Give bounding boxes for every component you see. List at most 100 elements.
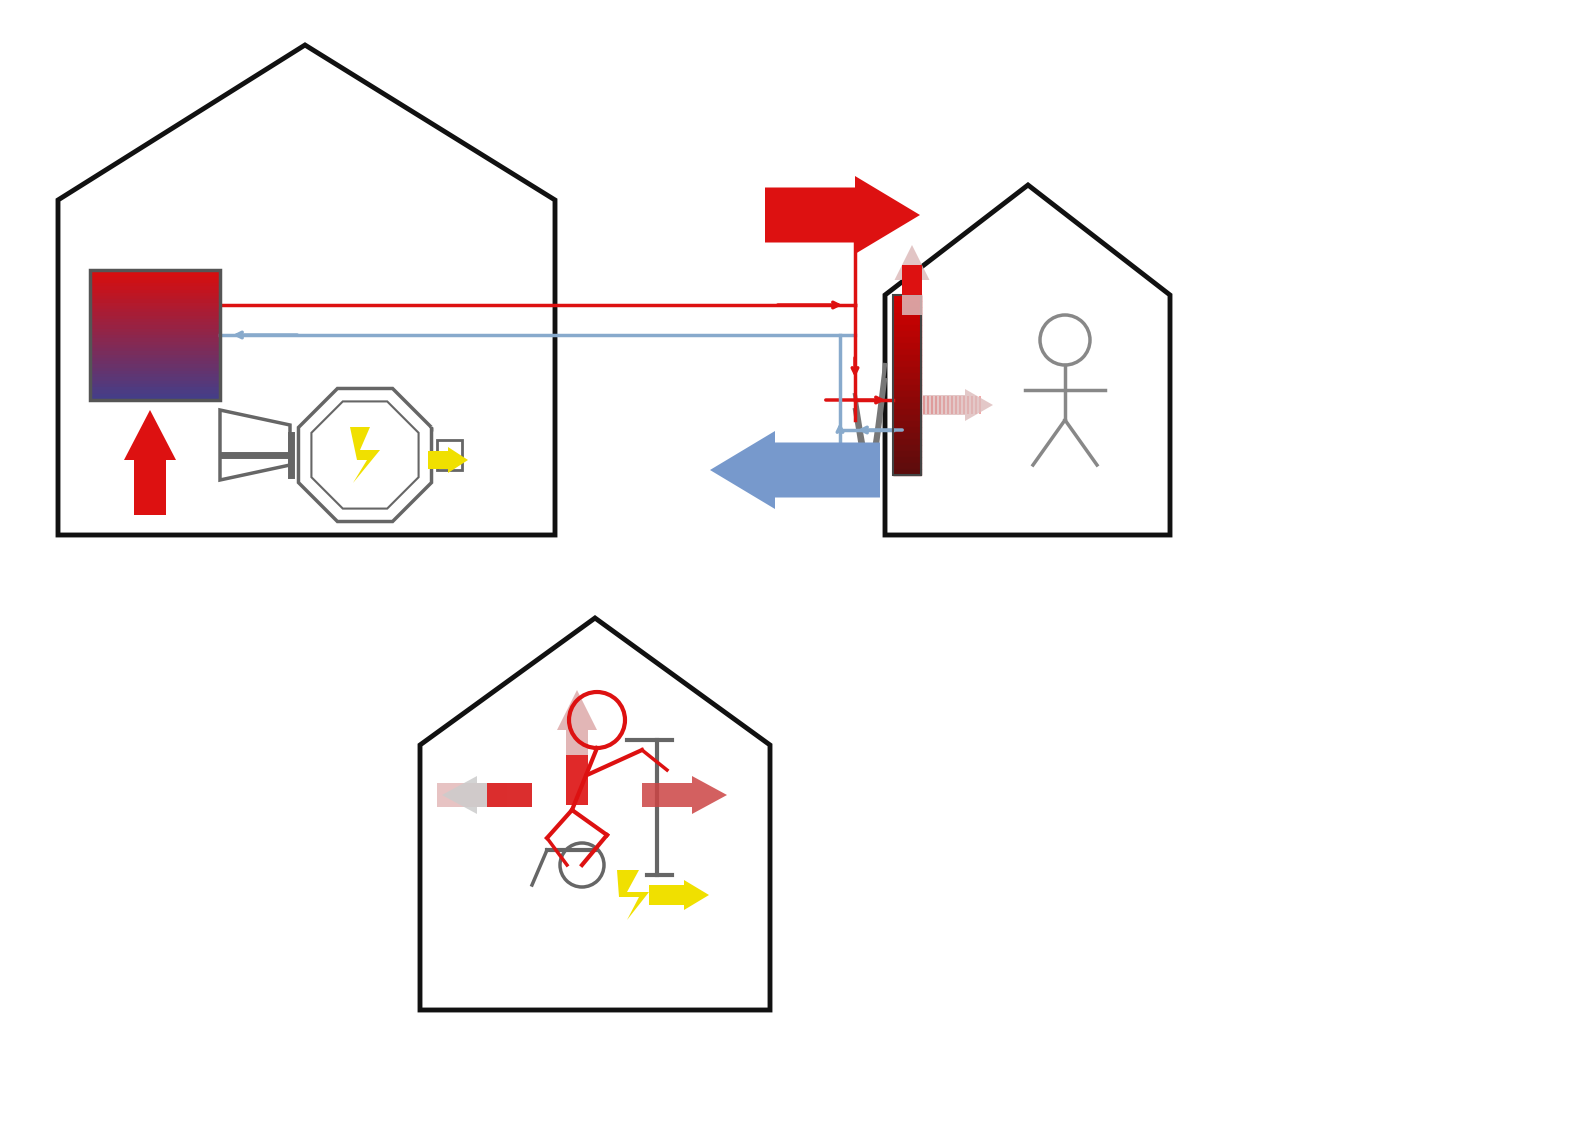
Bar [91,312,221,315]
Bar [91,306,221,309]
FancyArrow shape [959,396,961,414]
Bar [91,332,221,335]
Bar [488,783,532,807]
Bar [91,344,221,348]
Bar [892,457,921,463]
Bar [91,274,221,276]
Bar [902,265,923,295]
Bar [91,365,221,368]
Bar [892,463,921,469]
FancyArrow shape [894,245,929,315]
Bar [91,368,221,370]
FancyArrow shape [939,396,942,414]
FancyArrow shape [970,396,973,414]
FancyArrow shape [946,396,950,414]
FancyArrow shape [923,396,924,414]
Bar [892,433,921,439]
Bar [892,385,921,390]
FancyArrow shape [943,396,945,414]
Bar [91,289,221,293]
Bar [892,410,921,415]
Bar [91,338,221,341]
Bar [91,397,221,401]
FancyArrow shape [765,176,919,254]
Bar [892,379,921,385]
Bar [565,755,588,804]
Bar [892,390,921,397]
Bar [892,295,921,475]
Bar [91,270,221,274]
Bar [91,358,221,361]
Bar [892,421,921,427]
Bar [91,384,221,387]
FancyArrow shape [975,396,977,414]
Bar [91,276,221,279]
Bar [892,295,921,301]
Bar [91,319,221,322]
FancyArrow shape [649,880,708,910]
FancyArrow shape [124,410,176,515]
Bar [892,355,921,361]
Bar [892,367,921,373]
FancyArrow shape [557,690,597,755]
Bar [892,307,921,313]
FancyArrow shape [951,396,953,414]
Bar [91,322,221,325]
Bar [91,390,221,394]
Bar [892,427,921,433]
Bar [892,445,921,451]
Polygon shape [618,870,649,920]
FancyArrow shape [978,396,981,414]
Bar [91,370,221,374]
Bar [91,300,221,303]
Bar [91,361,221,365]
FancyArrow shape [931,396,934,414]
FancyArrow shape [967,396,969,414]
Bar [91,374,221,377]
FancyArrow shape [710,431,880,509]
Polygon shape [349,427,380,482]
Bar [91,283,221,286]
FancyArrow shape [642,776,727,813]
Bar [91,309,221,312]
Bar [892,439,921,445]
Bar [892,373,921,379]
FancyArrow shape [935,396,937,414]
Bar [91,394,221,397]
Bar [91,355,221,358]
Bar [91,335,221,338]
Bar [892,361,921,367]
Bar [91,348,221,351]
Bar [91,296,221,300]
Bar [91,286,221,289]
Bar [892,469,921,475]
FancyArrow shape [923,389,992,421]
Bar [91,377,221,380]
FancyArrow shape [927,396,929,414]
Bar [91,351,221,355]
Bar [91,387,221,390]
Bar [892,301,921,307]
Bar [892,319,921,325]
FancyArrow shape [429,447,468,473]
Bar [91,380,221,384]
Bar [892,403,921,410]
Bar [892,451,921,457]
Bar [91,329,221,332]
Bar [892,397,921,403]
FancyArrow shape [954,396,958,414]
Bar [91,293,221,296]
Bar [892,325,921,331]
Bar [91,325,221,329]
Bar [91,315,221,319]
FancyArrow shape [441,776,532,813]
Bar [91,279,221,283]
Bar [892,331,921,337]
Bar [437,440,462,470]
Bar [91,341,221,344]
Bar [892,337,921,343]
Bar [892,349,921,355]
FancyArrow shape [962,396,966,414]
FancyArrow shape [437,783,507,807]
Bar [91,270,221,401]
